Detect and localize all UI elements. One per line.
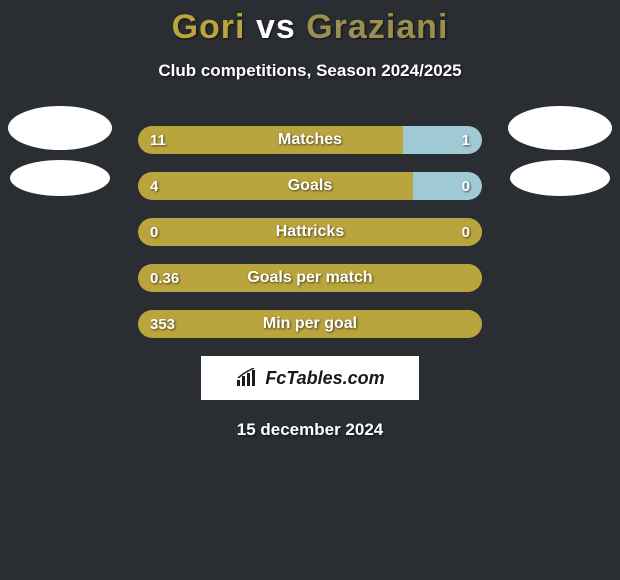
logo-chart-icon (235, 368, 259, 388)
stat-row: 00Hattricks (138, 218, 482, 246)
stat-label: Hattricks (138, 223, 482, 241)
subtitle: Club competitions, Season 2024/2025 (0, 61, 620, 81)
logo-box: FcTables.com (201, 356, 419, 400)
date: 15 december 2024 (0, 420, 620, 440)
stat-label: Goals (138, 177, 482, 195)
title-player1: Gori (172, 8, 246, 46)
stat-row: 0.36Goals per match (138, 264, 482, 292)
avatar-player2 (508, 106, 612, 150)
stat-label: Goals per match (138, 269, 482, 287)
stat-row: 40Goals (138, 172, 482, 200)
avatar-club1 (10, 160, 110, 196)
title-player2: Graziani (306, 8, 448, 46)
stat-row: 111Matches (138, 126, 482, 154)
comparison-infographic: Gori vs Graziani Club competitions, Seas… (0, 0, 620, 440)
stat-row: 353Min per goal (138, 310, 482, 338)
stat-label: Matches (138, 131, 482, 149)
avatar-club2 (510, 160, 610, 196)
page-title: Gori vs Graziani (0, 8, 620, 47)
logo-text: FcTables.com (265, 368, 384, 389)
avatar-right-group (508, 106, 612, 206)
avatar-player1 (8, 106, 112, 150)
title-vs: vs (256, 8, 296, 46)
avatar-left-group (8, 106, 112, 206)
stat-label: Min per goal (138, 315, 482, 333)
